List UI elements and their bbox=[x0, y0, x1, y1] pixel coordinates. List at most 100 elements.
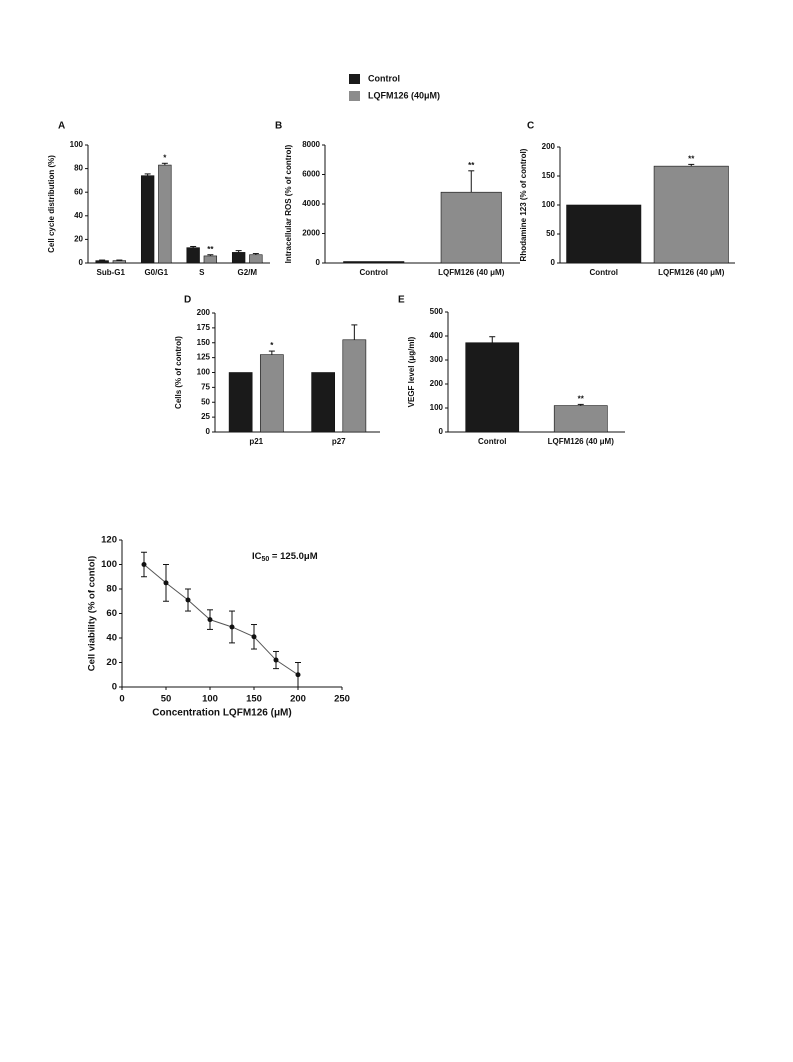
y-axis-label: Intracellular ROS (% of control) bbox=[284, 144, 293, 263]
panel-label: D bbox=[184, 295, 191, 306]
point bbox=[141, 562, 147, 567]
x-tick-label: G2/M bbox=[237, 268, 257, 277]
error-bar bbox=[577, 403, 584, 406]
significance: * bbox=[270, 341, 274, 350]
x-tick-label: Control bbox=[478, 437, 506, 446]
y-tick-label: 200 bbox=[542, 142, 556, 151]
x-tick-label: LQFM126 (40 μM) bbox=[438, 268, 505, 277]
error-bar bbox=[688, 163, 695, 167]
y-axis-label: Cells (% of control) bbox=[174, 336, 183, 409]
x-tick-label: Control bbox=[360, 268, 388, 277]
y-tick-label: 80 bbox=[74, 164, 83, 173]
y-tick-label: 8000 bbox=[302, 140, 320, 149]
y-tick-label: 0 bbox=[439, 427, 444, 436]
annotation-subscript: 50 bbox=[262, 556, 270, 563]
y-tick-label: 175 bbox=[197, 323, 211, 332]
legend-swatch bbox=[349, 74, 360, 84]
bar bbox=[249, 254, 263, 264]
point bbox=[185, 597, 191, 603]
y-tick-label: 500 bbox=[430, 307, 444, 316]
y-axis-label: Cell viability (% of contol) bbox=[87, 556, 98, 672]
point bbox=[207, 617, 213, 623]
error-bar bbox=[252, 253, 259, 255]
y-tick-label: 75 bbox=[201, 382, 210, 391]
y-tick-label: 40 bbox=[74, 211, 83, 220]
x-tick-label: 150 bbox=[246, 694, 262, 705]
bar bbox=[203, 255, 218, 264]
error-bar bbox=[161, 162, 168, 166]
bar bbox=[186, 247, 200, 264]
point bbox=[251, 634, 257, 640]
x-tick-label: G0/G1 bbox=[144, 268, 168, 277]
panel-label: C bbox=[527, 121, 534, 132]
x-tick-label: 250 bbox=[334, 694, 350, 705]
y-tick-label: 6000 bbox=[302, 170, 320, 179]
y-tick-label: 100 bbox=[70, 140, 84, 149]
error-bar bbox=[351, 324, 358, 340]
x-tick-label: 100 bbox=[202, 694, 218, 705]
y-tick-label: 100 bbox=[430, 403, 444, 412]
y-tick-label: 40 bbox=[106, 633, 117, 644]
x-tick-label: p27 bbox=[332, 437, 346, 446]
y-tick-label: 0 bbox=[316, 258, 321, 267]
x-axis-label: Concentration LQFM126 (μM) bbox=[152, 708, 291, 719]
error-bar bbox=[489, 336, 496, 343]
y-tick-label: 20 bbox=[74, 235, 83, 244]
x-tick-label: 0 bbox=[119, 694, 124, 705]
y-tick-label: 2000 bbox=[302, 229, 320, 238]
point bbox=[229, 624, 235, 630]
panel-label: B bbox=[275, 121, 282, 132]
y-tick-label: 4000 bbox=[302, 199, 320, 208]
significance: ** bbox=[578, 395, 585, 404]
y-tick-label: 400 bbox=[430, 331, 444, 340]
legend-swatch bbox=[349, 91, 360, 101]
bar bbox=[465, 342, 520, 433]
bar bbox=[259, 354, 284, 433]
y-tick-label: 50 bbox=[201, 397, 210, 406]
y-tick-label: 0 bbox=[551, 258, 556, 267]
x-tick-label: LQFM126 (40 μM) bbox=[548, 437, 615, 446]
bar bbox=[158, 164, 172, 264]
significance: * bbox=[163, 153, 167, 162]
y-tick-label: 100 bbox=[101, 559, 117, 570]
x-tick-label: S bbox=[199, 268, 205, 277]
significance: ** bbox=[688, 155, 695, 164]
error-bar bbox=[235, 250, 242, 253]
panel-label: A bbox=[58, 121, 65, 132]
y-tick-label: 150 bbox=[197, 338, 211, 347]
x-tick-label: Sub-G1 bbox=[97, 268, 126, 277]
annotation-suffix: = 125.0μM bbox=[269, 551, 317, 562]
x-tick-label: 200 bbox=[290, 694, 306, 705]
x-tick-label: Control bbox=[590, 268, 618, 277]
y-tick-label: 60 bbox=[106, 608, 117, 619]
bar bbox=[228, 372, 253, 433]
y-tick-label: 300 bbox=[430, 355, 444, 364]
y-tick-label: 200 bbox=[197, 308, 211, 317]
point bbox=[295, 672, 301, 678]
error-bar bbox=[468, 170, 475, 193]
bar bbox=[140, 175, 155, 264]
bar bbox=[440, 191, 502, 264]
annotation: IC50 = 125.0μM bbox=[252, 551, 318, 563]
point bbox=[163, 580, 169, 586]
x-tick-label: LQFM126 (40 μM) bbox=[658, 268, 725, 277]
error-bar bbox=[268, 350, 275, 355]
error-bar bbox=[144, 173, 151, 176]
legend-label: LQFM126 (40μM) bbox=[368, 90, 440, 100]
y-tick-label: 50 bbox=[546, 229, 555, 238]
y-tick-label: 80 bbox=[106, 584, 117, 595]
error-bar bbox=[99, 259, 106, 261]
y-tick-label: 0 bbox=[206, 427, 211, 436]
y-tick-label: 20 bbox=[106, 657, 117, 668]
panel-label: E bbox=[398, 295, 405, 306]
bar bbox=[231, 252, 246, 264]
error-bar bbox=[190, 245, 197, 248]
y-tick-label: 200 bbox=[430, 379, 444, 388]
x-tick-label: 50 bbox=[161, 694, 172, 705]
y-tick-label: 0 bbox=[79, 258, 84, 267]
bar bbox=[112, 260, 127, 264]
y-tick-label: 0 bbox=[112, 682, 117, 693]
line bbox=[143, 564, 299, 676]
legend-label: Control bbox=[368, 73, 400, 83]
